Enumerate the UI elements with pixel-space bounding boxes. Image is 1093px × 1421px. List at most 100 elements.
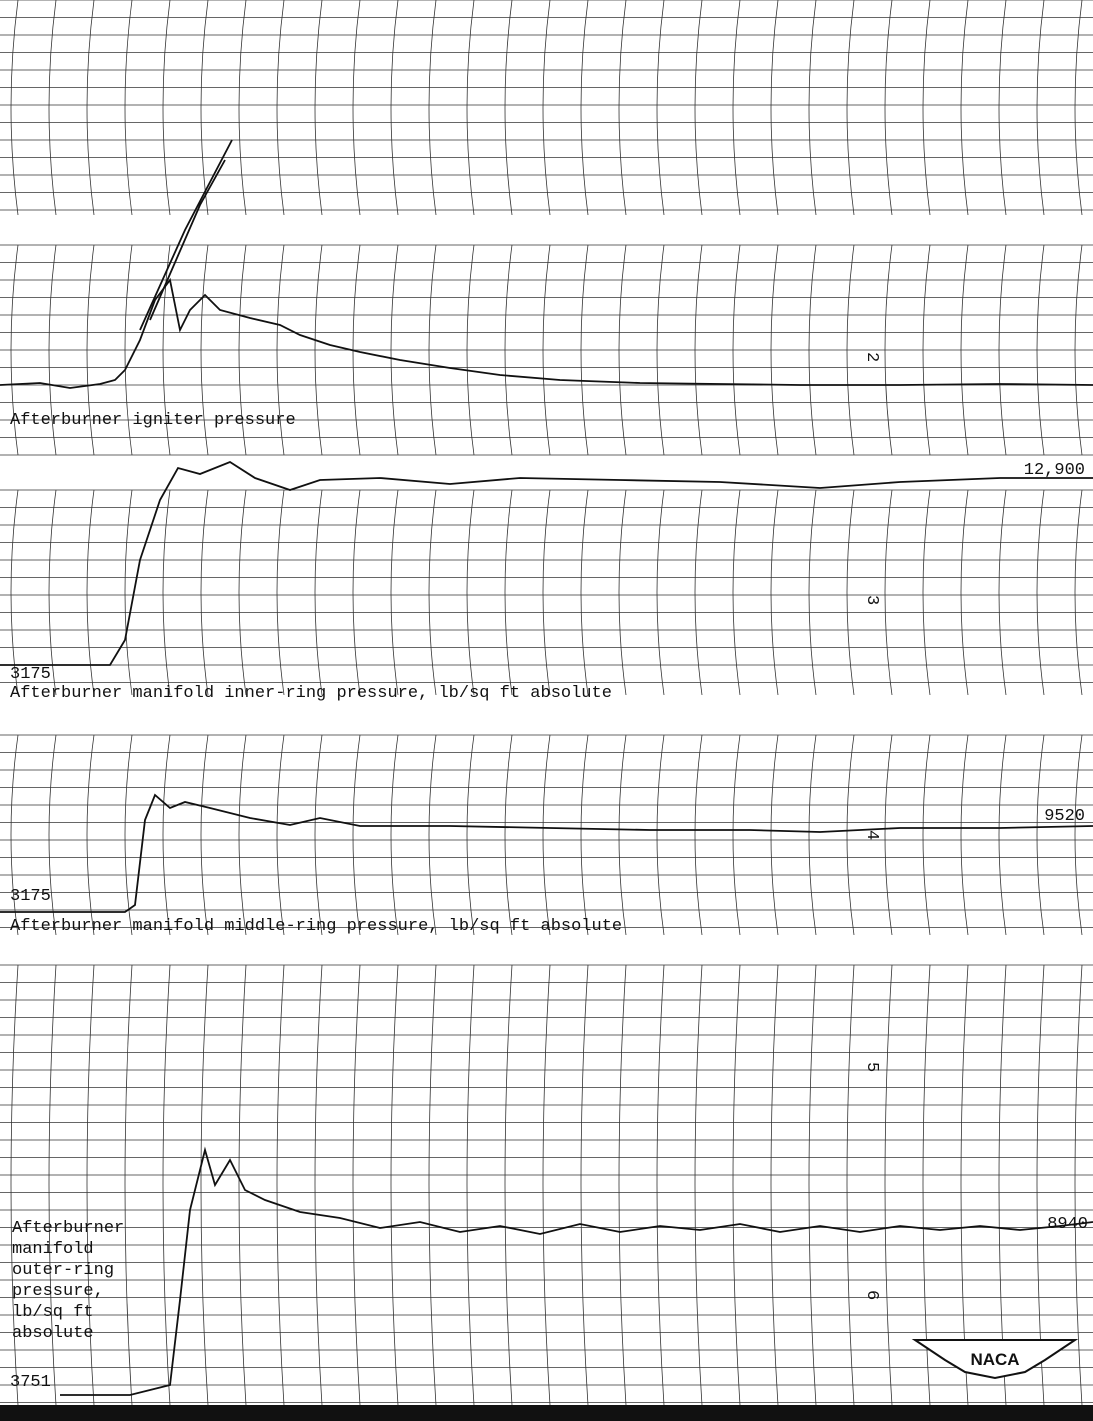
trace bbox=[0, 460, 1093, 666]
grid-arc bbox=[732, 489, 741, 696]
trace-label-line: manifold bbox=[12, 1240, 94, 1259]
grid-arc bbox=[732, 0, 741, 216]
trace-label-line: outer-ring bbox=[12, 1261, 114, 1280]
grid-arc bbox=[618, 964, 627, 1406]
grid-arc bbox=[960, 244, 969, 456]
grid-arc bbox=[352, 734, 361, 936]
grid-arc bbox=[1036, 489, 1045, 696]
grid-arc bbox=[466, 244, 475, 456]
grid-arc bbox=[314, 489, 323, 696]
grid-arc bbox=[922, 734, 931, 936]
trace bbox=[0, 277, 1093, 389]
high-value: 8940 bbox=[1047, 1215, 1088, 1234]
grid-arc bbox=[10, 244, 19, 456]
grid-arc bbox=[922, 489, 931, 696]
trace-label-line: Afterburner bbox=[12, 1219, 124, 1238]
logo-text: NACA bbox=[970, 1350, 1019, 1369]
grid-arc bbox=[504, 0, 513, 216]
grid-arc bbox=[466, 489, 475, 696]
grid-arc bbox=[276, 734, 285, 936]
grid-arc bbox=[998, 0, 1007, 216]
trace-spike bbox=[139, 139, 233, 331]
grid-arc bbox=[770, 0, 779, 216]
grid-arc bbox=[124, 964, 133, 1406]
grid-arc bbox=[960, 0, 969, 216]
grid-arc bbox=[694, 0, 703, 216]
high-value: 12,900 bbox=[1024, 461, 1085, 480]
grid-arc bbox=[542, 734, 551, 936]
grid-arc bbox=[314, 964, 323, 1406]
grid-arc bbox=[770, 489, 779, 696]
grid-arc bbox=[884, 964, 893, 1406]
channel-number: 2 bbox=[862, 352, 881, 362]
grid-arc bbox=[580, 734, 589, 936]
channel-number: 3 bbox=[862, 595, 881, 605]
grid-arc bbox=[314, 0, 323, 216]
grid-arc bbox=[580, 244, 589, 456]
naca-logo: NACA bbox=[911, 1339, 1079, 1380]
grid-arc bbox=[200, 0, 209, 216]
grid-arc bbox=[542, 964, 551, 1406]
grid-arc bbox=[390, 734, 399, 936]
grid-arc bbox=[846, 244, 855, 456]
grid-arc bbox=[504, 964, 513, 1406]
grid-arc bbox=[48, 734, 57, 936]
grid-arc bbox=[352, 489, 361, 696]
grid-arc bbox=[86, 489, 95, 696]
grid-arc bbox=[86, 244, 95, 456]
grid-arc bbox=[542, 489, 551, 696]
grid-arc bbox=[580, 0, 589, 216]
grid-arc bbox=[276, 0, 285, 216]
grid-arc bbox=[846, 489, 855, 696]
grid-arc bbox=[504, 489, 513, 696]
trace bbox=[60, 1146, 1093, 1396]
grid-arc bbox=[238, 0, 247, 216]
grid-arc bbox=[580, 964, 589, 1406]
grid-arc bbox=[656, 0, 665, 216]
grid-arc bbox=[732, 244, 741, 456]
grid-arc bbox=[124, 0, 133, 216]
grid-arc bbox=[884, 489, 893, 696]
grid-arc bbox=[808, 489, 817, 696]
grid-arc bbox=[200, 244, 209, 456]
grid-arc bbox=[1036, 734, 1045, 936]
grid-arc bbox=[48, 0, 57, 216]
grid-arc bbox=[466, 964, 475, 1406]
grid-arc bbox=[238, 244, 247, 456]
trace-label: Afterburner manifold inner-ring pressure… bbox=[10, 684, 612, 703]
grid-arc bbox=[618, 0, 627, 216]
grid-arc bbox=[86, 734, 95, 936]
grid-arc bbox=[694, 964, 703, 1406]
grid-arc bbox=[1074, 0, 1083, 216]
grid-arc bbox=[352, 964, 361, 1406]
grid-arc bbox=[1074, 964, 1083, 1406]
channel-number: 6 bbox=[862, 1290, 881, 1300]
grid-arc bbox=[998, 734, 1007, 936]
grid-arc bbox=[428, 734, 437, 936]
trace bbox=[0, 793, 1093, 913]
channel-number: 5 bbox=[862, 1062, 881, 1072]
grid-arc bbox=[656, 489, 665, 696]
trace-label-line: absolute bbox=[12, 1324, 94, 1343]
grid-arc bbox=[428, 244, 437, 456]
grid-arc bbox=[238, 489, 247, 696]
grid-arc bbox=[998, 489, 1007, 696]
grid-arc bbox=[162, 734, 171, 936]
grid-arc bbox=[276, 489, 285, 696]
grid-arc bbox=[960, 489, 969, 696]
grid-arc bbox=[846, 734, 855, 936]
grid-arc bbox=[10, 489, 19, 696]
grid-arc bbox=[238, 734, 247, 936]
grid-arc bbox=[618, 244, 627, 456]
grid-arc bbox=[1074, 244, 1083, 456]
grid-arc bbox=[770, 964, 779, 1406]
grid-arc bbox=[656, 244, 665, 456]
grid-arc bbox=[124, 734, 133, 936]
grid-arc bbox=[390, 244, 399, 456]
grid-arc bbox=[10, 964, 19, 1406]
grid-arc bbox=[846, 0, 855, 216]
grid-arc bbox=[238, 964, 247, 1406]
grid-arc bbox=[48, 489, 57, 696]
grid-arc bbox=[542, 244, 551, 456]
